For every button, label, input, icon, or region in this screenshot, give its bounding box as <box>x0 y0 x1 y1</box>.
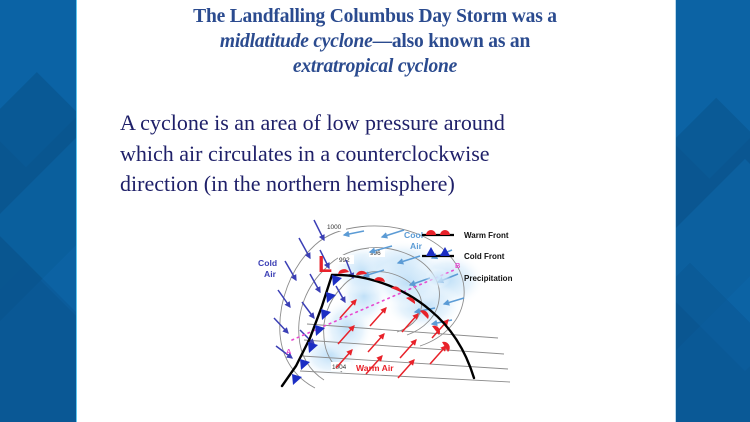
diagram-legend: Warm Front Cold Front Precipitation <box>422 230 513 288</box>
title-line-1: The Landfalling Columbus Day Storm was a <box>193 6 557 27</box>
panel-facet <box>676 0 750 179</box>
low-pressure-center-label: L <box>318 251 332 277</box>
cool-air-label-line2: Air <box>410 241 423 251</box>
title-line-3: extratropical cyclone <box>292 56 458 77</box>
panel-facet <box>0 264 76 422</box>
cold-front-pips <box>292 275 342 385</box>
cold-air-label: Cold <box>258 258 277 268</box>
cool-air-label: Cool <box>404 230 423 240</box>
warm-air-label: Warm Air <box>356 363 394 373</box>
cross-section-label-b: B <box>455 261 461 270</box>
legend-label-precipitation: Precipitation <box>464 274 513 283</box>
panel-facet <box>0 118 76 332</box>
panel-facet <box>676 97 750 353</box>
warm-front-symbol <box>422 230 454 237</box>
panel-facet <box>676 158 750 372</box>
front-boundary-lines <box>280 273 476 388</box>
warm-front-line <box>330 273 476 380</box>
panel-facet <box>0 0 76 168</box>
isobar-label-1004: 1004 <box>332 364 347 371</box>
warm-air-arrows <box>335 299 449 379</box>
cold-air-arrows <box>273 219 355 359</box>
body-line-3: direction (in the northern hemisphere) <box>120 171 455 196</box>
legend-label-cold-front: Cold Front <box>464 252 505 261</box>
slide-content: The Landfalling Columbus Day Storm was a… <box>77 0 673 422</box>
cross-section-endpoint-labels: A B <box>286 261 461 356</box>
title-line-2: midlatitude cyclone—also known as an <box>77 29 673 54</box>
precipitation-symbol <box>425 268 451 288</box>
body-line-2: which air circulates in a counterclockwi… <box>120 140 490 166</box>
warm-front-pips <box>338 269 450 352</box>
cross-section-label-a: A <box>286 347 292 356</box>
isobar-label-992: 992 <box>339 257 350 264</box>
panel-facet <box>676 262 750 422</box>
cold-air-label-line2: Air <box>264 269 277 279</box>
cold-front-line <box>280 273 334 388</box>
legend-label-warm-front: Warm Front <box>464 231 509 240</box>
body-line-1: A cyclone is an area of low pressure aro… <box>120 110 505 135</box>
slide-title: The Landfalling Columbus Day Storm was a… <box>77 4 673 79</box>
left-decorative-panel <box>0 0 77 422</box>
cyclone-diagram: 1000 996 992 1004 <box>252 208 562 394</box>
right-decorative-panel <box>675 0 750 422</box>
panel-facet <box>0 72 76 348</box>
title-line-2-rest: —also known as an <box>372 31 531 52</box>
isobar-label-1000: 1000 <box>327 224 342 231</box>
title-emphasis-midlatitude: midlatitude cyclone <box>219 31 373 52</box>
slide-body-text: A cyclone is an area of low pressure aro… <box>120 108 660 200</box>
cold-front-symbol <box>422 247 454 258</box>
